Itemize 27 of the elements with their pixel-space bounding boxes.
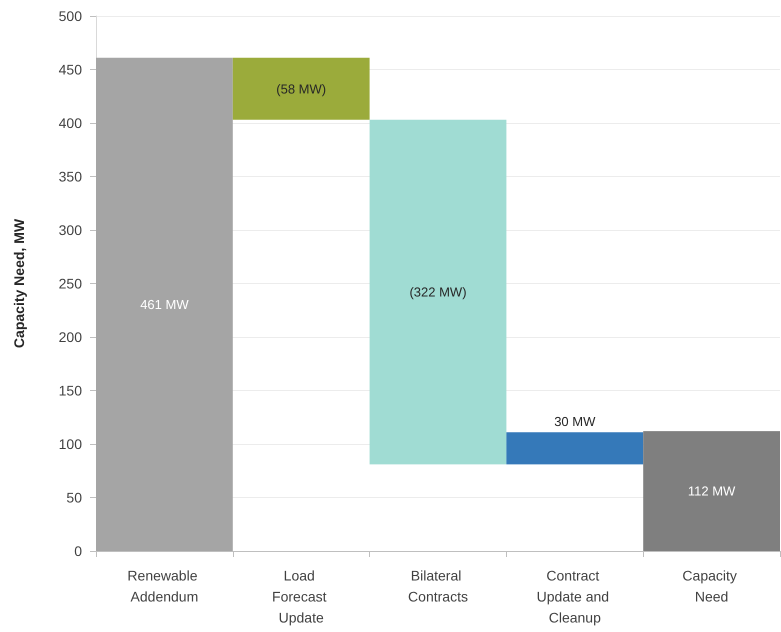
bar [506,432,644,464]
y-tick-label: 200 [58,329,82,345]
x-tick-label: Renewable Addendum [127,568,202,604]
data-label: 461 MW [140,296,190,312]
y-tick-label: 450 [58,62,82,78]
y-tick-label: 250 [58,276,82,292]
x-tick-label: Bilateral Contracts [408,568,468,604]
y-axis-title: Capacity Need, MW [11,218,27,348]
y-tick-label: 300 [58,222,82,238]
x-tick-label: Contract Update and Cleanup [536,568,613,626]
x-tick-label: Load Forecast Update [272,568,330,626]
bar [232,58,370,120]
bar [370,120,506,464]
data-label: (322 MW) [409,284,467,300]
y-tick-label: 100 [58,436,82,452]
y-tick-label: 50 [66,490,82,506]
data-label: 30 MW [554,414,596,430]
y-tick-label: 150 [58,382,82,398]
y-tick-label: 350 [58,168,82,184]
y-tick-label: 400 [58,115,82,131]
x-tick-label: Capacity Need [682,568,741,604]
data-label: 112 MW [688,484,736,499]
bar [643,431,780,551]
data-label: (58 MW) [276,81,326,96]
bar [96,58,233,551]
y-tick-label: 500 [58,8,82,24]
y-tick-label: 0 [74,543,82,559]
